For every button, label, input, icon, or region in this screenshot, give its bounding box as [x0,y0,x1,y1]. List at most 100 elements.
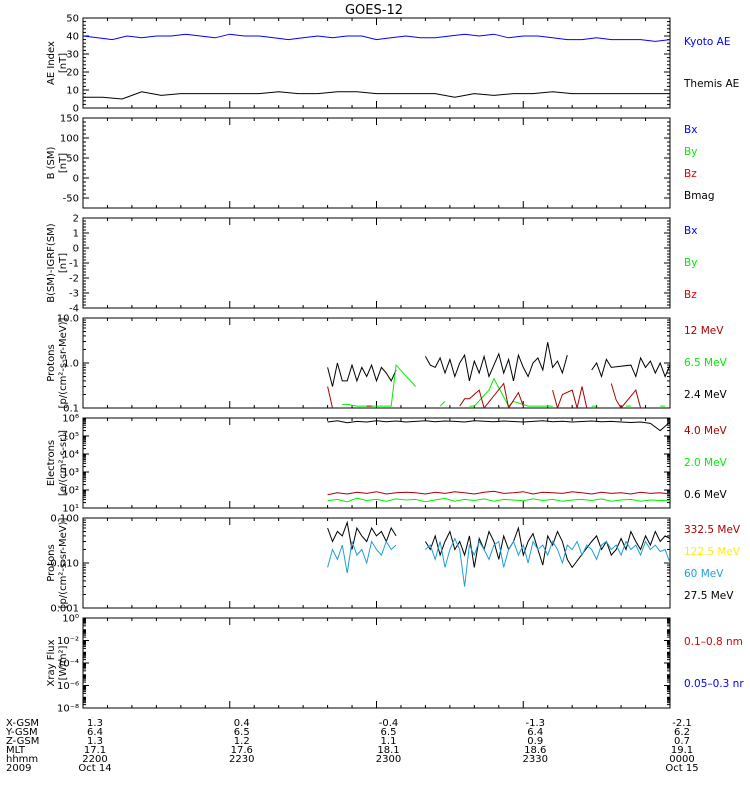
y-tick-label: 1 [73,229,79,240]
panel-frame [82,117,671,209]
y-tick-label: 0.1 [63,404,79,415]
y-tick-label: 40 [66,32,79,43]
y-tick-label: 10⁵ [62,432,79,443]
y-tick-label: 10⁰ [62,614,79,625]
y-tick-label: 10 [66,86,79,97]
y-tick-label: 0.001 [50,604,79,615]
legend-entry: Bz [684,289,697,301]
y-axis-label: B (SM) [nT] [46,146,69,179]
panel-2: -50 0 50 100 150 B (SM) [nT] Bx By Bz Bmag [46,114,715,209]
ephemeris-value: 6.4 [87,727,103,738]
y-tick-label: 0.100 [50,514,79,525]
x-axis-ephemeris-table: X-GSMY-GSMZ-GSMMLThhmm20091.36.41.317.12… [5,718,699,774]
ephemeris-value: 1.3 [87,718,103,729]
ephemeris-value: 2230 [229,754,254,765]
series-line-0-6-mev [327,420,670,432]
legend-entry: 6.5 MeV [684,357,728,369]
ephemeris-value: -2.1 [672,718,692,729]
y-axis-label-line1: Protons [46,344,57,381]
y-tick-label: 10² [62,486,79,497]
ephemeris-row-label: Y-GSM [5,727,38,738]
y-axis-label-line2: [nT] [58,153,69,173]
y-tick-label: 0 [73,244,79,255]
series-line-27-5-mev [327,520,397,550]
legend-entry: 332.5 MeV [684,524,741,536]
ephemeris-value: 0.9 [527,736,543,747]
y-axis-label-line2: [nT] [58,253,69,273]
panel-3: -4 -3 -2 -1 0 1 2 B(SM)-IGRF(SM) [nT] Bx By Bz [46,214,697,315]
ephemeris-value: 2200 [82,754,107,765]
y-tick-label: 10⁻² [57,636,79,647]
ephemeris-value: 0.7 [674,736,690,747]
y-axis-label: Protons [p/(cm²-s-sr-MeV)] [46,317,69,408]
ephemeris-value: 17.1 [84,745,106,756]
y-tick-label: -4 [69,304,79,315]
ephemeris-row-label: Z-GSM [6,736,39,747]
legend-entry: By [684,257,697,269]
y-tick-label: 50 [66,154,79,165]
ephemeris-value: 6.5 [381,727,397,738]
y-tick-label: 0.010 [50,559,79,570]
series-line-4-0-mev [327,490,670,496]
legend-entry: Bz [684,168,697,180]
series-line-2-4-mev [424,342,568,382]
legend-entry: Bx [684,225,697,237]
legend-entry: 4.0 MeV [684,425,728,437]
y-axis-label: Xray Flux [W/m²] [46,639,69,686]
series-line-2-4-mev [591,356,670,379]
y-tick-label: 10.0 [57,314,79,325]
y-tick-label: 150 [60,114,79,125]
plot-title: GOES-12 [345,3,403,18]
legend-entry: 0.6 MeV [684,489,728,501]
ephemeris-value: 0000 [669,754,694,765]
legend-entry: 122.5 MeV [684,546,741,558]
y-tick-label: -2 [69,274,79,285]
series-line-12-mev [552,386,588,408]
panel-frame [82,317,671,409]
y-tick-label: -1 [69,259,79,270]
y-axis-label-line1: Xray Flux [46,639,57,686]
y-tick-label: -50 [63,194,79,205]
legend-entry: 0.1–0.8 nm [684,636,743,648]
y-axis-label: B(SM)-IGRF(SM) [nT] [46,223,69,303]
y-axis-label-line1: Protons [46,544,57,581]
series-line-60-mev [327,540,397,574]
ephemeris-value: 0.4 [234,718,250,729]
y-axis-label-line1: AE Index [46,41,57,85]
series-line-kyoto-ae [83,33,670,42]
series-line-12-mev [459,382,524,408]
series-line-themis-ae [83,91,670,100]
series-line-2-0-mev [327,497,670,503]
y-tick-label: 50 [66,14,79,25]
panel-frame [82,617,671,709]
y-tick-label: 30 [66,50,79,61]
series-group [327,420,670,503]
ephemeris-value: 6.2 [674,727,690,738]
ephemeris-value: 18.6 [524,745,546,756]
y-axis-label-line1: Electrons [46,440,57,486]
ephemeris-value: 6.5 [234,727,250,738]
y-tick-label: 10⁻⁶ [57,681,79,692]
legend-entry: Themis AE [683,78,739,90]
ephemeris-value: 1.2 [234,736,250,747]
y-tick-label: 10⁶ [62,414,79,425]
y-tick-label: 0 [73,104,79,115]
series-group [327,342,670,408]
legend-entry: 2.0 MeV [684,457,728,469]
y-tick-label: 10³ [62,468,79,479]
ephemeris-value: -0.4 [379,718,399,729]
ephemeris-value: 1.1 [381,736,397,747]
ephemeris-row-label: MLT [6,745,26,756]
y-axis-label-line2: [p/(cm²-s-sr-MeV)] [58,517,69,608]
panel-frame [82,217,671,309]
y-tick-label: 10⁻⁸ [57,704,79,715]
legend-entry: 12 MeV [684,325,724,337]
y-axis-label: Protons [p/(cm²-s-sr-MeV)] [46,517,69,608]
ephemeris-value: 6.4 [527,727,543,738]
panel-1: 0 10 20 30 40 50 AE Index [nT] Kyoto AE Themis AE [46,14,739,115]
series-line-2-4-mev [327,362,397,387]
y-tick-label: 10⁻⁴ [57,659,79,670]
panel-frame [82,517,671,609]
